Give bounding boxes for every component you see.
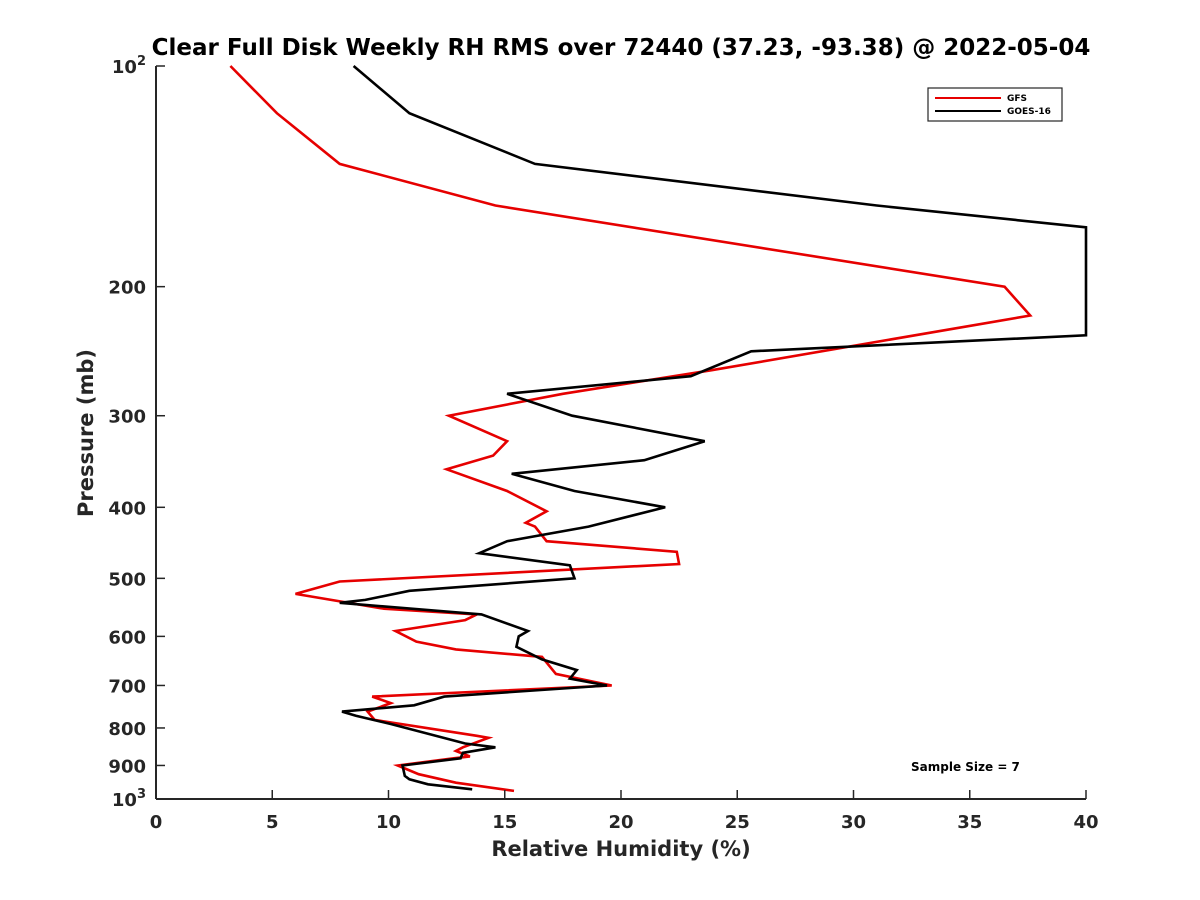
- x-tick-label: 15: [492, 812, 517, 833]
- y-axis-label: Pressure (mb): [74, 349, 98, 517]
- series-line-gfs: [229, 65, 1033, 793]
- y-tick-label: 500: [108, 569, 146, 590]
- x-tick-label: 5: [266, 812, 279, 833]
- y-tick-label: 900: [108, 756, 146, 777]
- series-line-goes16: [339, 65, 1088, 791]
- legend-box: [927, 87, 1063, 122]
- y-tick-label: 600: [108, 627, 146, 648]
- y-tick-label: 103: [112, 787, 146, 811]
- x-tick-label: 30: [841, 812, 866, 833]
- x-tick-label: 20: [608, 812, 633, 833]
- y-tick-label: 700: [108, 676, 146, 697]
- x-axis-ticks: 0 5 10 15 20 25 30 35 40: [150, 790, 1099, 833]
- chart-title: Clear Full Disk Weekly RH RMS over 72440…: [152, 35, 1091, 61]
- y-tick-label: 400: [108, 498, 146, 519]
- plot-area: 0 5 10 15 20 25 30 35 40 102 200 300 400 500 600 700 80…: [108, 54, 1098, 833]
- y-tick-label: 102: [112, 54, 146, 78]
- x-tick-label: 0: [150, 812, 163, 833]
- legend: GFS GOES-16: [927, 87, 1063, 122]
- y-axis-ticks: 102 200 300 400 500 600 700 800 900 103: [108, 54, 165, 811]
- x-tick-label: 40: [1073, 812, 1098, 833]
- x-tick-label: 10: [376, 812, 401, 833]
- x-tick-label: 25: [725, 812, 750, 833]
- y-tick-label: 300: [108, 407, 146, 428]
- legend-label-gfs: GFS: [1007, 94, 1027, 104]
- y-tick-label: 800: [108, 719, 146, 740]
- x-axis-label: Relative Humidity (%): [491, 837, 750, 861]
- y-tick-label: 200: [108, 278, 146, 299]
- series-layer: [229, 65, 1088, 793]
- legend-label-goes16: GOES-16: [1007, 107, 1051, 117]
- x-tick-label: 35: [957, 812, 982, 833]
- sample-size-annotation: Sample Size = 7: [911, 760, 1020, 774]
